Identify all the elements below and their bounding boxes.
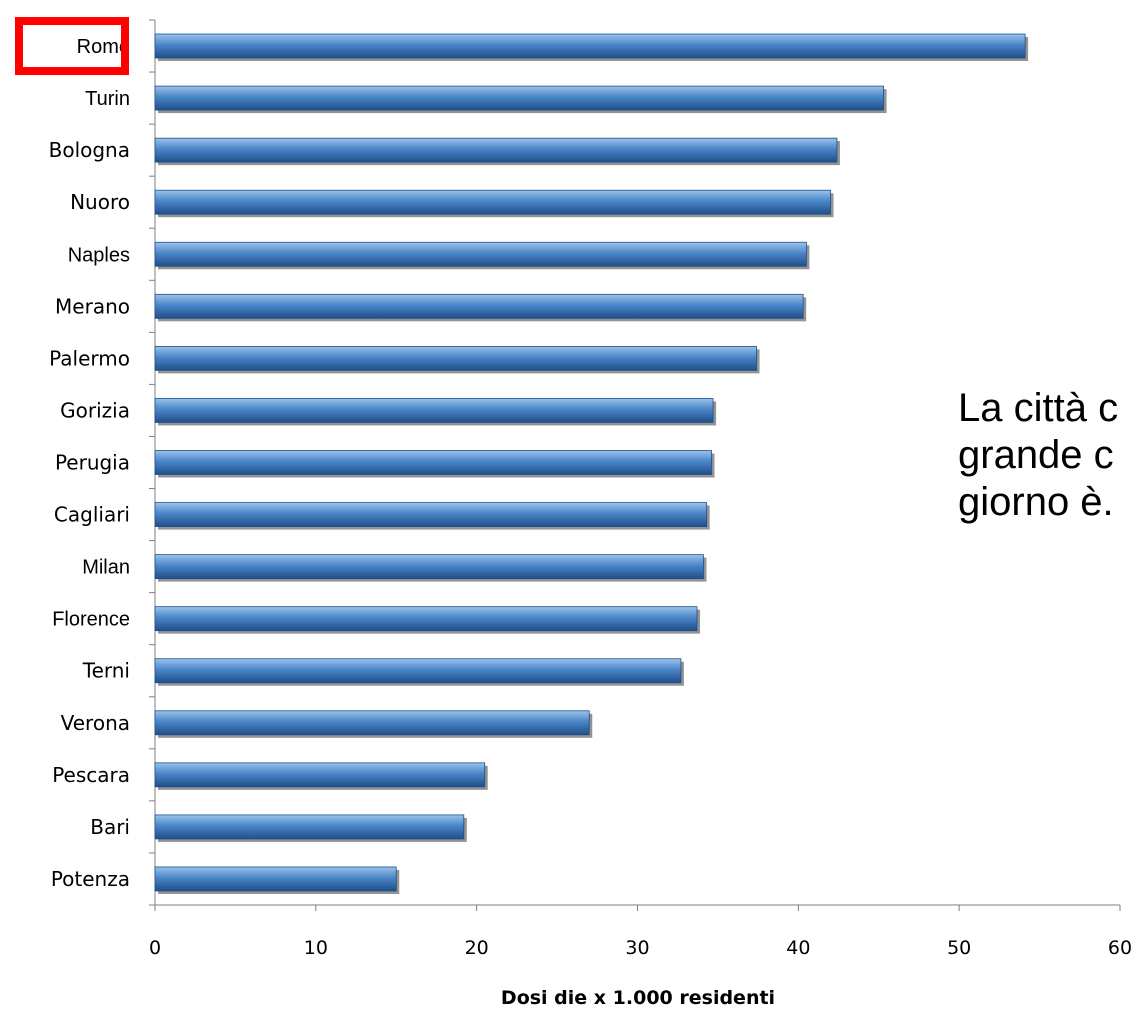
category-label: Pescara xyxy=(52,763,130,787)
bar xyxy=(154,710,590,736)
x-tick-labels: 0 10 20 30 40 50 60 xyxy=(149,937,1132,959)
x-tick-label: 60 xyxy=(1108,937,1132,959)
bar xyxy=(154,398,714,423)
x-tick-label: 20 xyxy=(465,937,489,959)
category-label: Nuoro xyxy=(70,190,130,214)
category-label: Palermo xyxy=(49,346,130,370)
bar xyxy=(154,33,1026,59)
category-label: Bari xyxy=(90,815,130,839)
category-labels: Rome Turin Bologna Nuoro Naples Merano Palermo… xyxy=(15,17,130,891)
category-label: Verona xyxy=(61,711,130,735)
annotation-line: giorno è. xyxy=(958,480,1114,524)
category-label: Florence xyxy=(52,609,130,631)
category-label: Milan xyxy=(82,557,130,579)
bar xyxy=(154,814,465,840)
x-tick-label: 40 xyxy=(786,937,810,959)
bar xyxy=(154,345,757,371)
annotation-line: grande c xyxy=(958,433,1114,477)
bar xyxy=(154,450,712,475)
bar xyxy=(154,554,704,580)
x-axis-title: Dosi die x 1.000 residenti xyxy=(501,987,775,1009)
category-label: Turin xyxy=(85,88,130,110)
bar xyxy=(154,293,804,319)
x-tick-label: 0 xyxy=(149,937,161,959)
highlight-box xyxy=(15,17,129,76)
x-tick-label: 50 xyxy=(947,937,971,959)
x-tick-label: 30 xyxy=(625,937,649,959)
category-label: Perugia xyxy=(55,451,130,475)
bar xyxy=(154,658,682,684)
category-label: Naples xyxy=(68,244,130,266)
bar xyxy=(154,85,884,111)
bar xyxy=(154,241,807,267)
category-label: Merano xyxy=(55,294,130,318)
category-label: Terni xyxy=(82,659,130,683)
bar xyxy=(154,137,838,163)
category-label: Rome xyxy=(77,36,130,58)
bar xyxy=(154,502,708,527)
bar xyxy=(154,189,831,215)
bar xyxy=(154,866,397,892)
category-label: Potenza xyxy=(51,867,130,891)
annotation-text: La città c grande c giorno è. xyxy=(958,385,1118,526)
category-label: Cagliari xyxy=(54,503,130,527)
chart-bars xyxy=(154,33,1029,894)
category-label: Bologna xyxy=(49,138,130,162)
bar xyxy=(154,606,698,632)
category-label: Gorizia xyxy=(60,398,130,422)
annotation-line: La città c xyxy=(958,386,1119,430)
bar xyxy=(154,762,486,788)
x-tick-label: 10 xyxy=(304,937,328,959)
